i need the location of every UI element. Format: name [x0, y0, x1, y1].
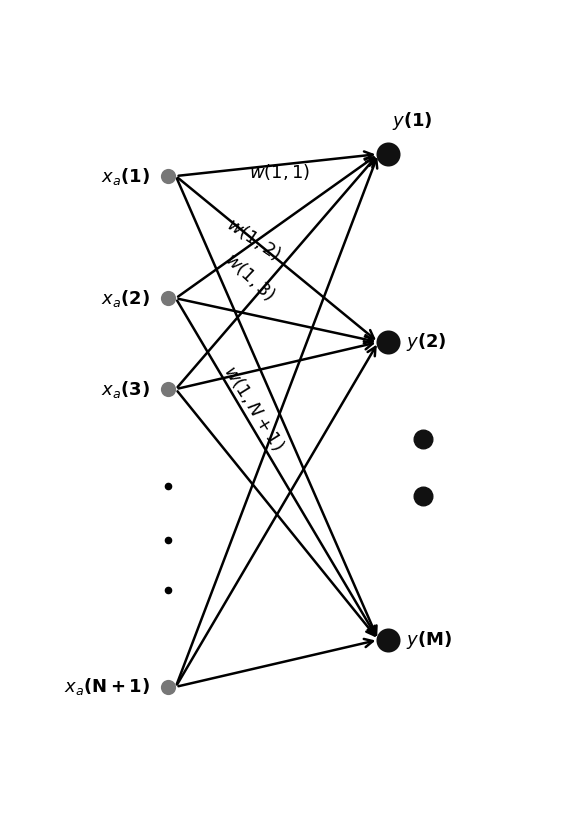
Text: $\mathbf{\it{y}}\mathbf{(M)}$: $\mathbf{\it{y}}\mathbf{(M)}$	[406, 629, 452, 651]
Text: $\mathbf{\it{x_a}}\mathbf{(1)}$: $\mathbf{\it{x_a}}\mathbf{(1)}$	[102, 165, 150, 186]
Point	[383, 335, 392, 348]
Text: $w(1,1)$: $w(1,1)$	[249, 162, 311, 182]
Point	[419, 489, 428, 502]
Text: $w(1,N+1)$: $w(1,N+1)$	[219, 361, 288, 454]
Text: $w(1,2)$: $w(1,2)$	[223, 213, 285, 265]
Point	[383, 633, 392, 646]
Point	[419, 433, 428, 446]
Point	[164, 479, 173, 492]
Point	[164, 681, 173, 694]
Text: $\mathbf{\it{x_a}}\mathbf{(N+1)}$: $\mathbf{\it{x_a}}\mathbf{(N+1)}$	[64, 676, 150, 698]
Point	[164, 533, 173, 546]
Point	[164, 583, 173, 596]
Text: $w(1,3)$: $w(1,3)$	[222, 248, 280, 304]
Text: $\mathbf{\it{y}}\mathbf{(2)}$: $\mathbf{\it{y}}\mathbf{(2)}$	[406, 331, 446, 353]
Point	[383, 147, 392, 160]
Point	[164, 383, 173, 396]
Text: $\mathbf{\it{y}}\mathbf{(1)}$: $\mathbf{\it{y}}\mathbf{(1)}$	[392, 110, 433, 132]
Text: $\mathbf{\it{x_a}}\mathbf{(2)}$: $\mathbf{\it{x_a}}\mathbf{(2)}$	[102, 288, 150, 309]
Point	[164, 169, 173, 182]
Text: $\mathbf{\it{x_a}}\mathbf{(3)}$: $\mathbf{\it{x_a}}\mathbf{(3)}$	[102, 379, 150, 400]
Point	[164, 291, 173, 304]
